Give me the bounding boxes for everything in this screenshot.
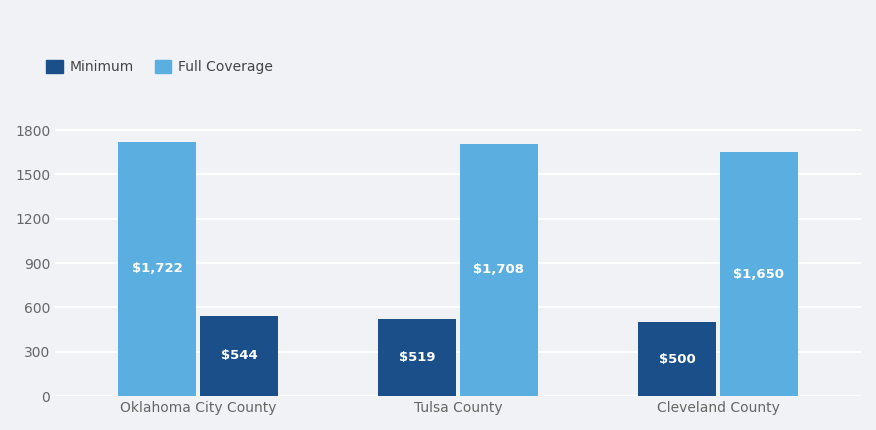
Bar [720,152,798,396]
Bar [200,316,278,396]
Bar [378,319,456,396]
Text: $519: $519 [399,351,435,364]
Text: $1,650: $1,650 [733,268,785,281]
Text: $544: $544 [221,350,258,362]
Text: $1,722: $1,722 [131,262,182,275]
Bar [118,141,196,396]
Text: $500: $500 [659,353,696,366]
Bar [638,322,716,396]
Text: $1,708: $1,708 [474,264,525,276]
Bar [460,144,538,396]
Legend: Minimum, Full Coverage: Minimum, Full Coverage [46,61,273,74]
